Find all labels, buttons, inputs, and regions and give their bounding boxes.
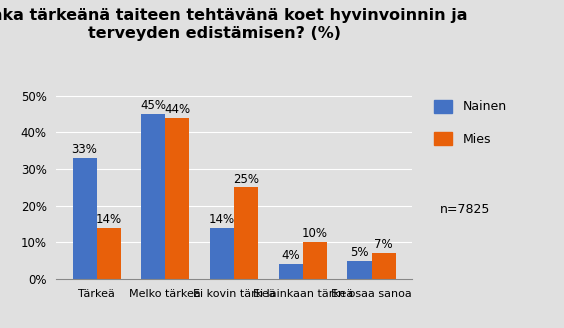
Text: 33%: 33% xyxy=(72,143,98,156)
Legend: Nainen, Mies: Nainen, Mies xyxy=(429,95,512,151)
Bar xyxy=(303,242,327,279)
Text: 5%: 5% xyxy=(350,246,369,259)
Bar xyxy=(347,260,372,279)
Bar xyxy=(210,228,234,279)
Text: 25%: 25% xyxy=(233,173,259,186)
Bar xyxy=(73,158,96,279)
Bar xyxy=(96,228,121,279)
Text: 14%: 14% xyxy=(209,213,235,226)
Text: 14%: 14% xyxy=(95,213,122,226)
Text: 10%: 10% xyxy=(302,227,328,240)
Text: 45%: 45% xyxy=(140,99,166,112)
Bar xyxy=(165,118,190,279)
Text: n=7825: n=7825 xyxy=(440,203,490,216)
Text: 4%: 4% xyxy=(281,249,300,262)
Text: Kuinka tärkeänä taiteen tehtävänä koet hyvinvoinnin ja
terveyden edistämisen? (%: Kuinka tärkeänä taiteen tehtävänä koet h… xyxy=(0,8,467,41)
Bar xyxy=(279,264,303,279)
Text: 44%: 44% xyxy=(164,103,191,116)
Bar xyxy=(234,187,258,279)
Bar xyxy=(372,253,395,279)
Bar xyxy=(141,114,165,279)
Text: 7%: 7% xyxy=(374,238,393,251)
